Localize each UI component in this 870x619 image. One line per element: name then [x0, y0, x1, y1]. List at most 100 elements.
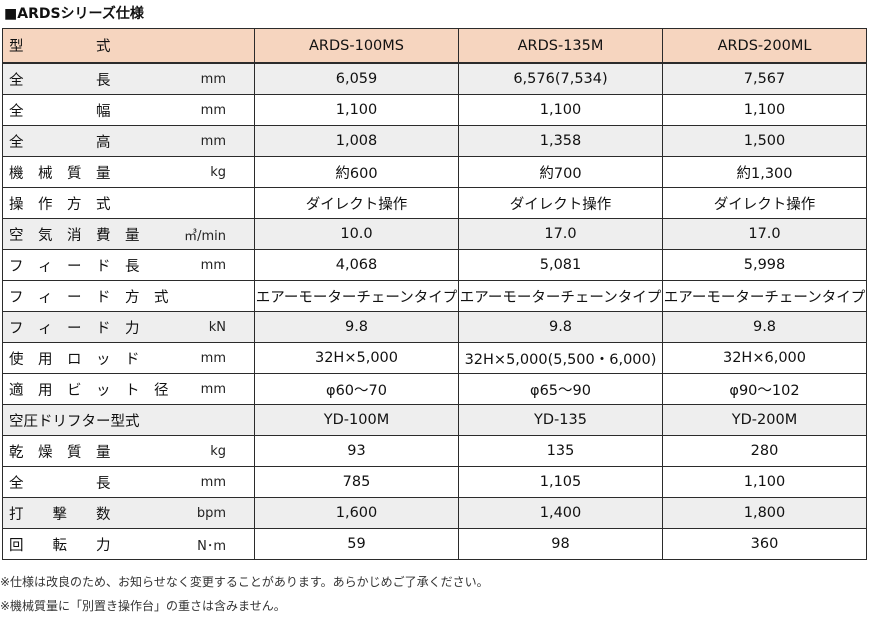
value-cell: 10.0: [254, 218, 459, 250]
table-row: 使 用 ロ ッ ド mm 32H×5,000 32H×5,000(5,500・6,00…: [2, 342, 867, 374]
value-cell: 1,600: [254, 497, 459, 529]
row-label: 全 長: [9, 72, 111, 89]
value-cell: 9.8: [254, 311, 459, 343]
table-row: フ ィ ー ド 長 mm 4,068 5,081 5,998: [2, 249, 867, 281]
table-row: フ ィ ー ド 力 kN 9.8 9.8 9.8: [2, 311, 867, 343]
table-header-row: 型 式 ARDS-100MS ARDS-135M ARDS-200ML: [2, 28, 867, 64]
value-cell: 17.0: [662, 218, 867, 250]
value-cell: 9.8: [662, 311, 867, 343]
row-label-cell: 使 用 ロ ッ ド mm: [2, 342, 255, 374]
row-label: 操 作 方 式: [9, 196, 111, 213]
value-cell: 59: [254, 528, 459, 560]
table-row: フ ィ ー ド 方 式エアーモーターチェーンタイプ エアーモーターチェーンタイプエ…: [2, 280, 867, 312]
value-cell: 1,100: [458, 94, 663, 126]
value-cell: 1,008: [254, 125, 459, 157]
value-cell: 9.8: [458, 311, 663, 343]
value-cell: 1,105: [458, 466, 663, 498]
row-unit: kg: [210, 164, 226, 180]
row-label-cell: 全 高 mm: [2, 125, 255, 157]
value-cell: 1,100: [662, 466, 867, 498]
table-row: 操 作 方 式ダイレクト操作 ダイレクト操作 ダイレクト操作: [2, 187, 867, 219]
row-label: フ ィ ー ド 方 式: [9, 289, 169, 306]
value-cell: 約700: [458, 156, 663, 188]
value-cell: 約600: [254, 156, 459, 188]
row-label-cell: 打 撃 数 bpm: [2, 497, 255, 529]
value-cell: YD-100M: [254, 404, 459, 436]
spec-table: 型 式 ARDS-100MS ARDS-135M ARDS-200ML 全 長 m…: [2, 28, 867, 560]
value-cell: 7,567: [662, 62, 867, 95]
row-label-cell: 機 械 質 量 kg: [2, 156, 255, 188]
value-cell: 135: [458, 435, 663, 467]
row-unit: mm: [200, 71, 226, 87]
value-cell: 1,358: [458, 125, 663, 157]
row-label: 回 転 力: [9, 537, 111, 554]
row-label-cell: フ ィ ー ド 方 式: [2, 280, 255, 312]
row-unit: ㎥/min: [184, 228, 226, 244]
value-cell: 6,576(7,534): [458, 62, 663, 95]
value-cell: YD-200M: [662, 404, 867, 436]
table-row: 回 転 力 N･m 59 98 360: [2, 528, 867, 560]
value-cell: 1,400: [458, 497, 663, 529]
row-label-cell: フ ィ ー ド 長 mm: [2, 249, 255, 281]
row-label-cell: 空 気 消 費 量 ㎥/min: [2, 218, 255, 250]
row-label: フ ィ ー ド 長: [9, 258, 140, 275]
value-cell: YD-135: [458, 404, 663, 436]
row-label-cell: 全 長 mm: [2, 466, 255, 498]
row-label-cell: 乾 燥 質 量 kg: [2, 435, 255, 467]
value-cell: 6,059: [254, 62, 459, 95]
row-label-cell: 全 幅 mm: [2, 94, 255, 126]
row-label-cell: 全 長 mm: [2, 62, 255, 95]
value-cell: 1,800: [662, 497, 867, 529]
value-cell: 5,998: [662, 249, 867, 281]
value-cell: φ65～90: [458, 373, 663, 405]
table-row: 全 長 mm 6,059 6,576(7,534) 7,567: [2, 62, 867, 95]
row-unit: bpm: [196, 505, 226, 521]
value-cell: 約1,300: [662, 156, 867, 188]
value-cell: 32H×5,000: [254, 342, 459, 374]
value-cell: ダイレクト操作: [254, 187, 459, 219]
model-header: ARDS-135M: [458, 28, 663, 64]
table-row: 全 幅 mm 1,100 1,100 1,100: [2, 94, 867, 126]
row-label: 使 用 ロ ッ ド: [9, 351, 140, 368]
value-cell: エアーモーターチェーンタイプ: [662, 280, 867, 312]
value-cell: 93: [254, 435, 459, 467]
value-cell: 785: [254, 466, 459, 498]
row-label: 乾 燥 質 量: [9, 444, 111, 461]
row-label-cell: 回 転 力 N･m: [2, 528, 255, 560]
row-label: 空圧ドリフター型式: [9, 413, 140, 430]
row-unit: kg: [210, 443, 226, 459]
table-row: 適 用 ビ ッ ト 径 mm φ60～70 φ65～90 φ90～102: [2, 373, 867, 405]
value-cell: 4,068: [254, 249, 459, 281]
row-unit: N･m: [197, 538, 226, 554]
table-row: 全 高 mm 1,008 1,358 1,500: [2, 125, 867, 157]
row-label: 全 幅: [9, 103, 111, 120]
model-header: ARDS-100MS: [254, 28, 459, 64]
row-label: フ ィ ー ド 力: [9, 320, 140, 337]
value-cell: エアーモーターチェーンタイプ: [458, 280, 663, 312]
value-cell: φ90～102: [662, 373, 867, 405]
value-cell: 17.0: [458, 218, 663, 250]
value-cell: 1,100: [662, 94, 867, 126]
row-label: 機 械 質 量: [9, 165, 111, 182]
row-unit: mm: [200, 133, 226, 149]
page-title: ■ARDSシリーズ仕様: [4, 6, 144, 22]
table-row: 空圧ドリフター型式 YD-100M YD-135 YD-200M: [2, 404, 867, 436]
value-cell: 32H×6,000: [662, 342, 867, 374]
row-label: 打 撃 数: [9, 506, 111, 523]
row-unit: mm: [200, 257, 226, 273]
model-header: ARDS-200ML: [662, 28, 867, 64]
table-row: 機 械 質 量 kg 約600 約700 約1,300: [2, 156, 867, 188]
table-row: 全 長 mm 785 1,105 1,100: [2, 466, 867, 498]
header-label: 型 式: [9, 39, 111, 55]
note-machine-weight: ※機械質量に「別置き操作台」の重さは含みません。: [0, 599, 286, 613]
value-cell: 1,100: [254, 94, 459, 126]
row-unit: mm: [200, 102, 226, 118]
row-label-cell: 空圧ドリフター型式: [2, 404, 255, 436]
value-cell: φ60～70: [254, 373, 459, 405]
header-label-cell: 型 式: [2, 28, 255, 64]
row-label-cell: 操 作 方 式: [2, 187, 255, 219]
table-row: 乾 燥 質 量 kg 93 135 280: [2, 435, 867, 467]
row-label: 全 高: [9, 134, 111, 151]
row-unit: mm: [200, 381, 226, 397]
